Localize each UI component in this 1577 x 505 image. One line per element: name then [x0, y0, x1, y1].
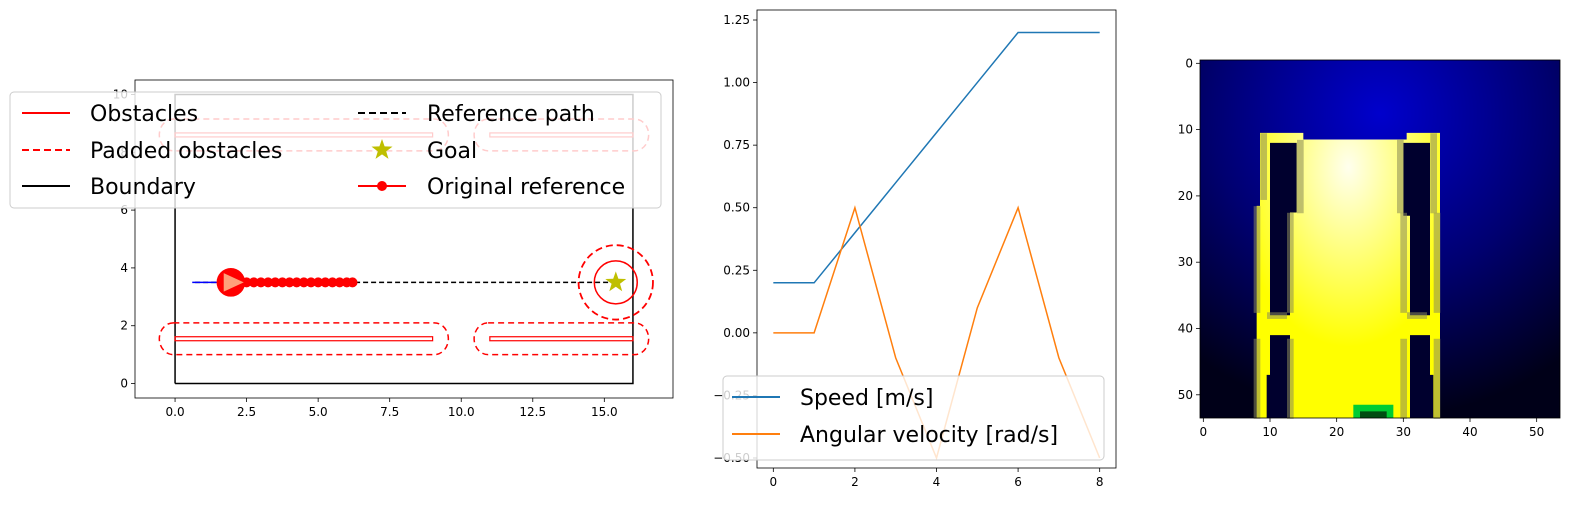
- y-tick-label: 6: [120, 203, 128, 217]
- y-tick-label: 0.75: [723, 138, 750, 152]
- obstacle-pocket: [1403, 142, 1430, 316]
- original-reference-point: [327, 277, 338, 288]
- obstacle-pocket: [1266, 335, 1290, 418]
- legend-label: Original reference: [427, 175, 625, 200]
- original-reference-point: [334, 277, 345, 288]
- y-tick-label: 1.00: [723, 76, 750, 90]
- legend-label: Speed [m/s]: [800, 386, 933, 411]
- legend-label: Angular velocity [rad/s]: [800, 423, 1058, 448]
- x-tick-label: 30: [1396, 425, 1411, 439]
- y-tick-label: 0.50: [723, 201, 750, 215]
- obstacle-fringe: [1400, 212, 1408, 313]
- x-tick-label: 0: [769, 475, 777, 489]
- cost-map-panel: 0 10 20 30 40 50 0 10 20 30 40 50: [1178, 56, 1561, 439]
- x-tick-label: 40: [1462, 425, 1477, 439]
- original-reference-point: [263, 277, 274, 288]
- y-tick-label: 4: [120, 261, 128, 275]
- x-tick-label: 50: [1529, 425, 1544, 439]
- x-tick-label: 4: [933, 475, 941, 489]
- obstacle-fringe: [1287, 338, 1294, 419]
- y-tick-label: 30: [1178, 255, 1193, 269]
- y-tick-label: 50: [1178, 388, 1193, 402]
- obstacle-pocket: [1410, 335, 1434, 418]
- x-tick-label: 2: [851, 475, 859, 489]
- obstacle-fringe: [1433, 212, 1441, 313]
- padded-obstacle: [473, 322, 650, 356]
- legend: Speed [m/s] Angular velocity [rad/s]: [722, 375, 1105, 461]
- original-reference-point: [248, 277, 259, 288]
- x-tick-label: 20: [1329, 425, 1344, 439]
- x-tick-label: 0: [1200, 425, 1208, 439]
- x-tick-label: 2.5: [237, 405, 256, 419]
- original-reference-point: [305, 277, 316, 288]
- legend-box: [722, 375, 1105, 461]
- y-tick-label: 20: [1178, 189, 1193, 203]
- x-tick-label: 8: [1096, 475, 1104, 489]
- x-tick-label: 10: [1262, 425, 1277, 439]
- legend-label: Reference path: [427, 102, 595, 127]
- x-tick-label: 6: [1014, 475, 1022, 489]
- padded-obstacle: [158, 322, 450, 356]
- legend-swatch: [371, 139, 393, 159]
- obstacle-fringe: [1400, 338, 1408, 419]
- x-tick-label: 15.0: [591, 405, 618, 419]
- obstacle-fringe: [1253, 206, 1261, 313]
- original-reference-point: [284, 277, 295, 288]
- obstacle: [489, 336, 634, 342]
- legend: Obstacles Padded obstacles Boundary Referen…: [9, 91, 662, 209]
- obstacle-fringe: [1287, 212, 1294, 313]
- original-reference-point: [313, 277, 324, 288]
- legend-box: [9, 91, 662, 209]
- original-reference-point: [298, 277, 309, 288]
- goal-circle: [593, 260, 638, 305]
- axes-frame: [1199, 59, 1561, 419]
- map-panel: 0.02.55.07.510.012.515.00246810Obstacles…: [9, 79, 674, 419]
- y-tick-label: 0.25: [723, 263, 750, 277]
- legend-label: Obstacles: [90, 102, 198, 127]
- obstacle: [174, 336, 434, 342]
- legend-label: Boundary: [90, 175, 196, 200]
- y-tick-label: 2: [120, 319, 128, 333]
- original-reference-point: [347, 277, 358, 288]
- axes-frame: [134, 79, 674, 399]
- original-reference-point: [277, 277, 288, 288]
- robot-heading-arrow: [223, 273, 244, 292]
- legend-swatch-marker: [377, 181, 387, 191]
- goal-marker-core: [1360, 411, 1387, 419]
- y-tick-label: 0.00: [723, 326, 750, 340]
- goal-padded-circle: [577, 244, 654, 321]
- velocity-panel: 02468−0.50−0.250.000.250.500.751.001.25S…: [713, 9, 1117, 489]
- y-tick-label: 40: [1178, 322, 1193, 336]
- x-tick-label: 7.5: [380, 405, 399, 419]
- obstacle-fringe: [1397, 139, 1404, 214]
- y-tick-label: 0: [1185, 56, 1193, 70]
- legend-label: Padded obstacles: [90, 139, 282, 164]
- obstacle-fringe: [1433, 338, 1441, 419]
- original-reference-point: [255, 277, 266, 288]
- obstacle-fringe: [1253, 338, 1261, 419]
- obstacle-fringe: [1267, 312, 1288, 319]
- goal-star: [605, 271, 627, 292]
- obstacle-fringe: [1297, 139, 1304, 214]
- y-tick-label: 1.25: [723, 13, 750, 27]
- original-reference-point: [291, 277, 302, 288]
- original-reference-point: [270, 277, 281, 288]
- original-reference-point: [320, 277, 331, 288]
- obstacle-fringe: [1260, 133, 1268, 200]
- y-tick-label: 10: [1178, 123, 1193, 137]
- legend-label: Goal: [427, 139, 477, 164]
- series-line: [773, 31, 1100, 284]
- y-tick-label: 0: [120, 377, 128, 391]
- x-tick-label: 10.0: [448, 405, 475, 419]
- obstacle-fringe: [1407, 312, 1428, 319]
- x-tick-label: 12.5: [519, 405, 546, 419]
- x-tick-label: 5.0: [309, 405, 328, 419]
- obstacle-fringe: [1430, 133, 1438, 214]
- x-tick-label: 0.0: [166, 405, 185, 419]
